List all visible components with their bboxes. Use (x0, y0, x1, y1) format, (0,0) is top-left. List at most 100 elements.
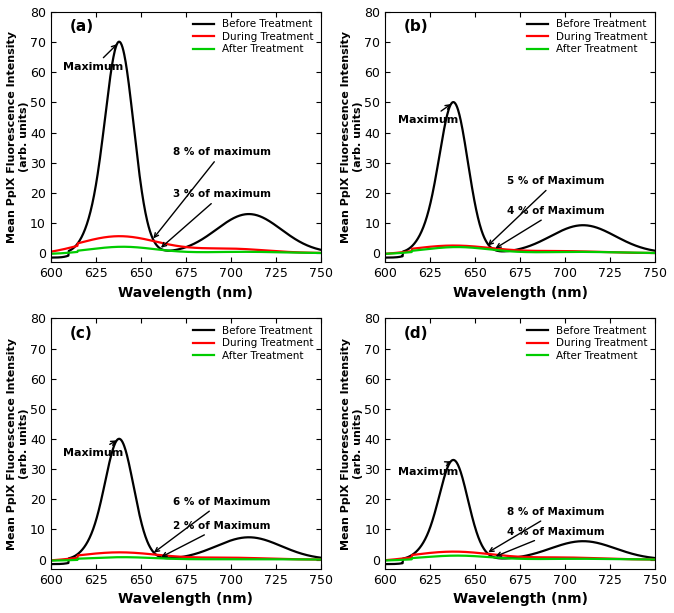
During Treatment (561, 554, 570, 561)
During Treatment (228, 554, 236, 562)
During Treatment (451, 548, 459, 555)
During Treatment (503, 246, 512, 253)
Before Treatment (381, 254, 389, 261)
X-axis label: Wavelength (nm): Wavelength (nm) (452, 592, 588, 606)
After Treatment (585, 555, 593, 563)
Before Treatment (94, 507, 102, 514)
Before Treatment (503, 248, 512, 255)
After Treatment (206, 248, 214, 256)
During Treatment (47, 248, 55, 256)
Line: Before Treatment: Before Treatment (51, 42, 321, 257)
X-axis label: Wavelength (nm): Wavelength (nm) (452, 286, 588, 300)
After Treatment (169, 248, 177, 255)
Text: (a): (a) (69, 20, 94, 34)
Before Treatment (251, 211, 259, 218)
After Treatment (251, 555, 259, 563)
Text: 3 % of maximum: 3 % of maximum (162, 189, 271, 247)
Text: 4 % of Maximum: 4 % of Maximum (497, 527, 605, 556)
After Treatment (94, 554, 102, 562)
Text: Maximum: Maximum (63, 441, 123, 459)
Line: During Treatment: During Treatment (385, 246, 655, 254)
After Treatment (169, 555, 177, 563)
After Treatment (381, 557, 389, 564)
After Treatment (561, 555, 570, 563)
Line: Before Treatment: Before Treatment (385, 460, 655, 564)
Line: After Treatment: After Treatment (385, 555, 655, 560)
During Treatment (451, 242, 459, 249)
After Treatment (317, 556, 325, 563)
Before Treatment (251, 534, 259, 541)
Before Treatment (206, 230, 214, 237)
Before Treatment (47, 560, 55, 568)
During Treatment (585, 248, 593, 255)
After Treatment (116, 243, 124, 251)
During Treatment (651, 249, 659, 257)
Y-axis label: Mean PpIX Fluorescence Intensity
(arb. units): Mean PpIX Fluorescence Intensity (arb. u… (7, 31, 28, 243)
Text: 5 % of Maximum: 5 % of Maximum (489, 176, 605, 245)
Line: During Treatment: During Treatment (51, 236, 321, 253)
Before Treatment (585, 538, 593, 545)
During Treatment (651, 556, 659, 563)
Before Treatment (115, 38, 123, 45)
Line: Before Treatment: Before Treatment (385, 102, 655, 257)
Text: 2 % of Maximum: 2 % of Maximum (162, 521, 271, 556)
Line: After Treatment: After Treatment (385, 247, 655, 254)
Before Treatment (169, 246, 177, 254)
After Treatment (541, 248, 549, 256)
Before Treatment (206, 545, 214, 552)
After Treatment (429, 245, 437, 252)
During Treatment (117, 232, 125, 240)
Before Treatment (541, 547, 549, 554)
Before Treatment (451, 457, 459, 464)
Before Treatment (317, 246, 325, 253)
During Treatment (541, 554, 549, 561)
Before Treatment (117, 39, 125, 47)
Before Treatment (651, 247, 659, 254)
Before Treatment (429, 516, 437, 523)
During Treatment (541, 247, 549, 254)
Before Treatment (561, 540, 570, 547)
After Treatment (251, 248, 259, 256)
Before Treatment (561, 225, 570, 232)
Before Treatment (117, 436, 125, 443)
Before Treatment (47, 254, 55, 261)
Line: After Treatment: After Treatment (51, 557, 321, 561)
Before Treatment (94, 164, 102, 172)
X-axis label: Wavelength (nm): Wavelength (nm) (119, 286, 253, 300)
Legend: Before Treatment, During Treatment, After Treatment: Before Treatment, During Treatment, Afte… (525, 324, 650, 363)
During Treatment (561, 248, 570, 255)
During Treatment (317, 556, 325, 563)
After Treatment (450, 552, 458, 559)
During Treatment (429, 549, 437, 557)
During Treatment (450, 548, 458, 555)
During Treatment (251, 246, 259, 253)
X-axis label: Wavelength (nm): Wavelength (nm) (119, 592, 253, 606)
During Treatment (251, 554, 259, 562)
Legend: Before Treatment, During Treatment, After Treatment: Before Treatment, During Treatment, Afte… (191, 324, 315, 363)
Before Treatment (450, 99, 458, 106)
After Treatment (47, 557, 55, 565)
Text: 6 % of Maximum: 6 % of Maximum (155, 497, 271, 552)
Line: After Treatment: After Treatment (51, 247, 321, 254)
During Treatment (429, 243, 437, 250)
Before Treatment (503, 555, 512, 562)
During Treatment (206, 245, 214, 252)
During Treatment (503, 552, 512, 560)
During Treatment (381, 557, 389, 564)
Before Treatment (585, 222, 593, 229)
Text: 4 % of Maximum: 4 % of Maximum (497, 206, 605, 248)
After Treatment (119, 243, 127, 251)
Before Treatment (651, 554, 659, 562)
During Treatment (381, 250, 389, 257)
During Treatment (169, 242, 177, 249)
After Treatment (651, 556, 659, 563)
After Treatment (228, 555, 236, 563)
After Treatment (381, 250, 389, 257)
Text: 8 % of Maximum: 8 % of Maximum (489, 507, 605, 552)
After Treatment (453, 243, 461, 251)
After Treatment (119, 554, 127, 561)
After Treatment (561, 248, 570, 256)
Before Treatment (115, 435, 123, 443)
Y-axis label: Mean PpIX Fluorescence Intensity
(arb. units): Mean PpIX Fluorescence Intensity (arb. u… (341, 338, 363, 549)
During Treatment (206, 554, 214, 562)
